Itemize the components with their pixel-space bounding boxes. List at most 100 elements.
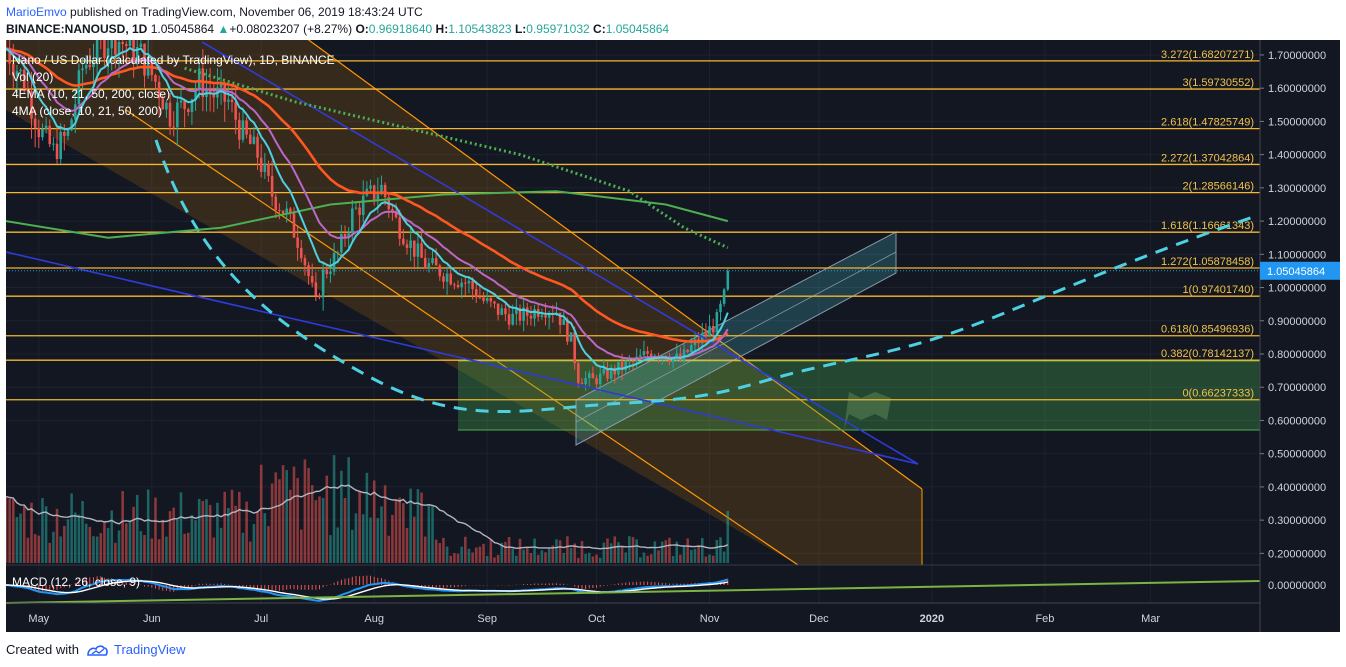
time-axis: May Jun Jul Aug Sep Oct Nov Dec 2020 Feb Mar <box>6 602 1260 625</box>
candle-body <box>22 69 26 91</box>
publish-header: MarioEmvo published on TradingView.com, … <box>0 0 1346 40</box>
volume-bar <box>44 506 48 563</box>
volume-bar <box>194 520 197 563</box>
volume-bar <box>325 475 329 563</box>
volume-bar <box>117 530 121 563</box>
volume-bar <box>434 539 438 563</box>
volume-bar <box>394 500 398 563</box>
created-with-text: Created with <box>6 642 79 657</box>
candle-body <box>540 315 544 317</box>
volume-bar <box>329 535 332 563</box>
candle-body <box>19 69 22 72</box>
volume-bar <box>686 538 689 563</box>
candle-body <box>176 102 179 128</box>
volume-bar <box>540 550 544 563</box>
candle-body <box>562 319 566 325</box>
volume-bar <box>274 472 278 563</box>
candle-body <box>55 143 59 160</box>
volume-bar <box>227 507 230 563</box>
volume-bar <box>500 542 504 563</box>
candle-body <box>726 270 730 290</box>
legend: Nano / US Dollar (calculated by TradingV… <box>12 53 335 589</box>
candle-body <box>325 269 329 274</box>
candle-body <box>438 265 442 277</box>
created-with: Created with TradingView <box>6 642 186 658</box>
candle-body <box>88 64 92 68</box>
candle-body <box>453 284 456 286</box>
volume-bar <box>30 502 33 563</box>
candle-body <box>646 351 649 354</box>
candle-body <box>380 184 383 195</box>
volume-bar <box>547 547 551 563</box>
legend-title: Nano / US Dollar (calculated by TradingV… <box>12 53 335 67</box>
candle-body <box>190 99 194 113</box>
time-tick-label: May <box>28 613 49 625</box>
candle-body <box>671 357 675 363</box>
candle-body <box>307 265 310 277</box>
candle-body <box>649 353 653 357</box>
volume-bar <box>190 514 194 563</box>
candle-body <box>343 233 347 239</box>
candle-body <box>394 211 398 218</box>
volume-bar <box>416 489 420 563</box>
volume-bar <box>267 526 270 563</box>
author-link[interactable]: MarioEmvo <box>6 5 67 19</box>
symbol-line: BINANCE:NANOUSD, 1D 1.05045864 ▲+0.08023… <box>6 22 669 36</box>
ema-200-line <box>6 190 729 239</box>
volume-bar <box>201 501 205 563</box>
candle-body <box>8 48 11 64</box>
time-tick-label: 2020 <box>920 613 944 625</box>
channel-top-line <box>307 40 923 490</box>
volume-bar <box>41 498 44 563</box>
volume-bar <box>609 543 613 563</box>
candle-body <box>212 92 216 98</box>
price-chart[interactable]: 3.272(1.68207271) 3(1.59730552) 2.618(1.47… <box>6 40 1340 632</box>
volume-bar <box>573 543 576 563</box>
candle-body <box>584 378 587 385</box>
candle-body <box>376 194 380 200</box>
volume-bar <box>423 536 427 563</box>
price-tick-label: 0.50000000 <box>1268 449 1326 461</box>
candle-body <box>580 382 584 385</box>
volume-bar <box>125 523 128 563</box>
ma-200-dotted-line <box>184 66 729 250</box>
candle-body <box>303 258 307 266</box>
candle-body <box>402 238 405 245</box>
volume-bar <box>281 465 285 563</box>
volume-bar <box>252 524 256 563</box>
volume-bar <box>340 470 343 563</box>
volume-bar <box>165 536 168 563</box>
volume-bar <box>595 554 598 563</box>
fib-label: 1.618(1.16661343) <box>1161 220 1254 232</box>
chart-container[interactable]: 3.272(1.68207271) 3(1.59730552) 2.618(1.47… <box>6 40 1340 632</box>
candle-body <box>504 308 507 315</box>
candle-body <box>114 40 117 55</box>
candle-body <box>569 332 573 342</box>
tradingview-logo-icon[interactable] <box>86 644 109 658</box>
close-key: C: <box>593 22 606 36</box>
candle-body <box>609 367 613 379</box>
candle-body <box>139 43 143 48</box>
volume-bar <box>562 552 566 563</box>
candle-body <box>296 237 299 248</box>
volume-bar <box>278 479 281 563</box>
ema-50-line <box>6 47 729 343</box>
candle-body <box>332 253 336 272</box>
volume-ma-line <box>6 484 729 550</box>
volume-bar <box>474 547 478 563</box>
candle-body <box>624 361 627 371</box>
candle-body <box>423 257 427 269</box>
candle-body <box>577 363 580 383</box>
candle-body <box>197 68 201 90</box>
candle-body <box>639 355 642 357</box>
candle-body <box>507 314 511 325</box>
volume-bar <box>387 535 391 563</box>
volume-bar <box>471 552 474 563</box>
low-value: 0.95971032 <box>526 22 590 36</box>
volume-bar <box>223 491 226 563</box>
candle-body <box>628 360 631 362</box>
candle-body <box>391 209 394 212</box>
tradingview-brand[interactable]: TradingView <box>114 642 186 657</box>
high-value: 1.10543823 <box>448 22 512 36</box>
candle-body <box>515 308 518 314</box>
